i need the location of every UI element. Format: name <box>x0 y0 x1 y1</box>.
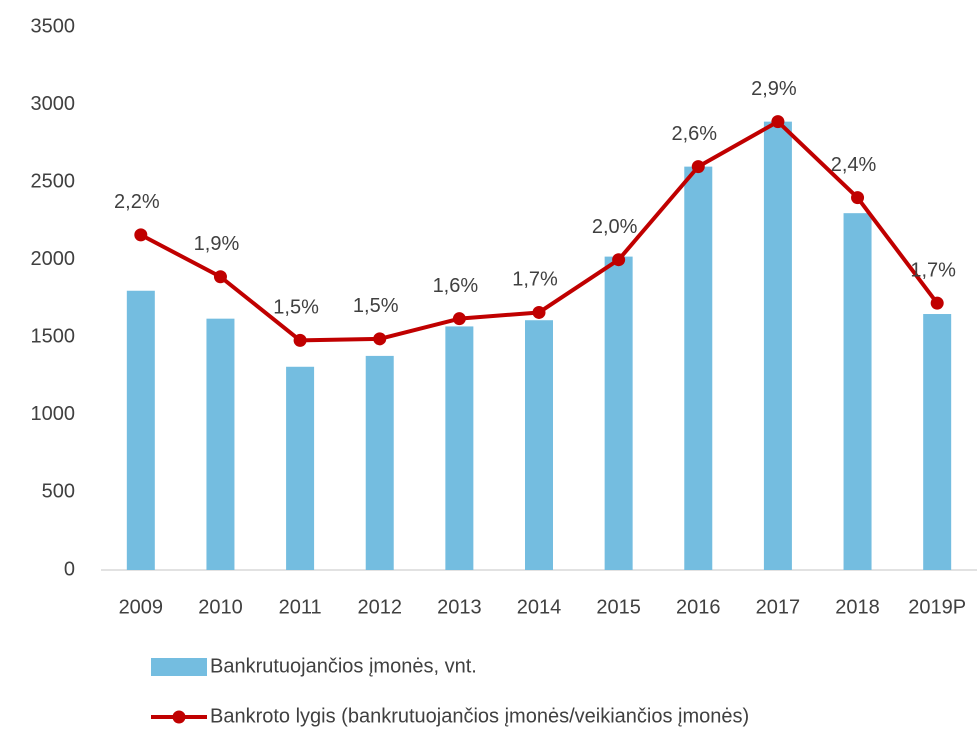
y-tick-label: 2500 <box>31 170 76 192</box>
bar <box>684 166 713 570</box>
x-tick-label: 2011 <box>279 596 322 618</box>
bar <box>206 318 235 570</box>
y-tick-label: 1500 <box>31 326 76 348</box>
point <box>851 191 865 205</box>
legend-label: Bankrutuojančios įmonės, vnt. <box>210 655 477 677</box>
x-tick-label: 2015 <box>596 596 641 618</box>
bar <box>126 290 155 570</box>
y-tick-label: 500 <box>42 481 75 503</box>
x-tick-label: 2018 <box>835 596 880 618</box>
x-tick-label: 2016 <box>676 596 721 618</box>
y-tick-label: 3000 <box>31 93 76 115</box>
data-label: 2,2% <box>114 191 160 213</box>
point <box>532 305 546 319</box>
bar <box>525 320 553 570</box>
y-tick-label: 2000 <box>31 248 76 270</box>
data-label: 1,5% <box>353 295 399 317</box>
data-label: 1,6% <box>433 275 479 297</box>
bar <box>365 355 394 570</box>
point <box>930 296 944 310</box>
data-label: 1,7% <box>512 269 558 291</box>
y-tick-label: 0 <box>64 558 75 580</box>
x-tick-label: 2009 <box>119 596 164 618</box>
point <box>134 228 148 242</box>
point <box>213 270 227 284</box>
x-tick-label: 2013 <box>437 596 482 618</box>
data-label: 2,4% <box>831 154 877 176</box>
data-label: 2,6% <box>671 123 717 145</box>
data-label: 2,0% <box>592 216 638 238</box>
legend-swatch <box>172 710 186 724</box>
bar <box>763 121 792 570</box>
x-tick-label: 2014 <box>517 596 562 618</box>
bar <box>923 314 952 570</box>
y-tick-label: 3500 <box>31 15 76 37</box>
data-label: 1,7% <box>910 259 956 281</box>
y-tick-label: 1000 <box>31 403 76 425</box>
x-tick-label: 2010 <box>198 596 243 618</box>
data-label: 1,5% <box>273 297 319 319</box>
legend-label: Bankroto lygis (bankrutuojančios įmonės/… <box>210 705 749 727</box>
bar <box>843 213 872 570</box>
point <box>293 333 307 347</box>
legend-swatch <box>151 658 207 676</box>
bar <box>604 256 633 570</box>
data-label: 1,9% <box>194 233 240 255</box>
bar <box>286 366 315 570</box>
x-tick-label: 2019P <box>908 596 966 618</box>
point <box>452 312 466 326</box>
x-tick-label: 2017 <box>756 596 801 618</box>
bar <box>445 326 474 570</box>
point <box>612 253 626 267</box>
point <box>691 160 705 174</box>
point <box>771 115 785 129</box>
data-label: 2,9% <box>751 78 797 100</box>
x-tick-label: 2012 <box>357 596 402 618</box>
point <box>373 332 387 346</box>
